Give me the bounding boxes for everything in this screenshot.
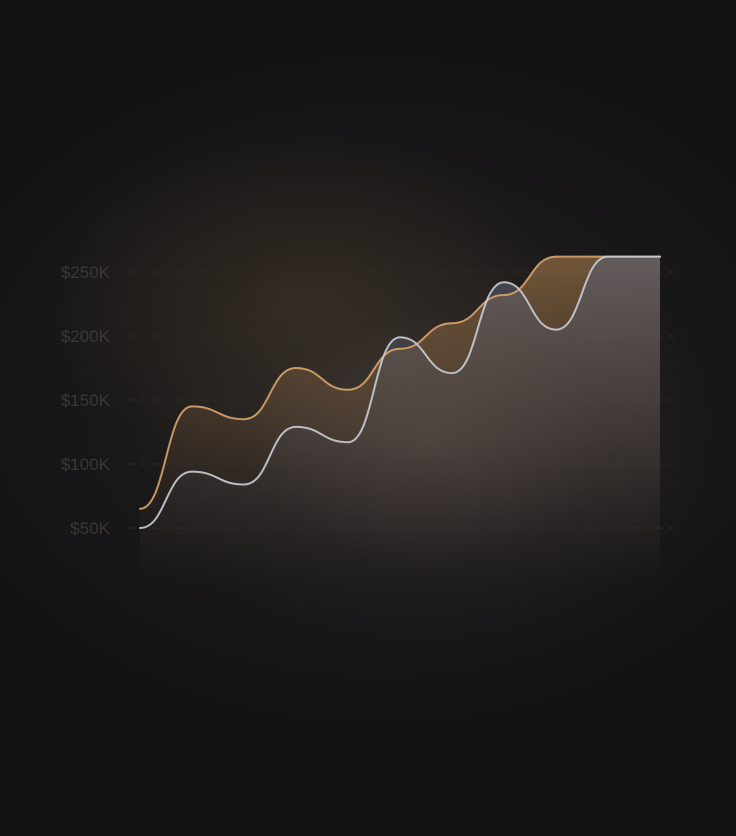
y-tick-label: $250K xyxy=(61,263,111,282)
series-group xyxy=(139,255,661,588)
y-tick-label: $100K xyxy=(61,455,111,474)
silver-series-area xyxy=(140,256,660,588)
y-tick-label: $200K xyxy=(61,327,111,346)
y-tick-label: $150K xyxy=(61,391,111,410)
silver-series-line xyxy=(139,255,661,529)
y-tick-label: $50K xyxy=(70,519,110,538)
y-axis-ticks: $50K $100K $150K $200K $250K xyxy=(61,263,111,538)
